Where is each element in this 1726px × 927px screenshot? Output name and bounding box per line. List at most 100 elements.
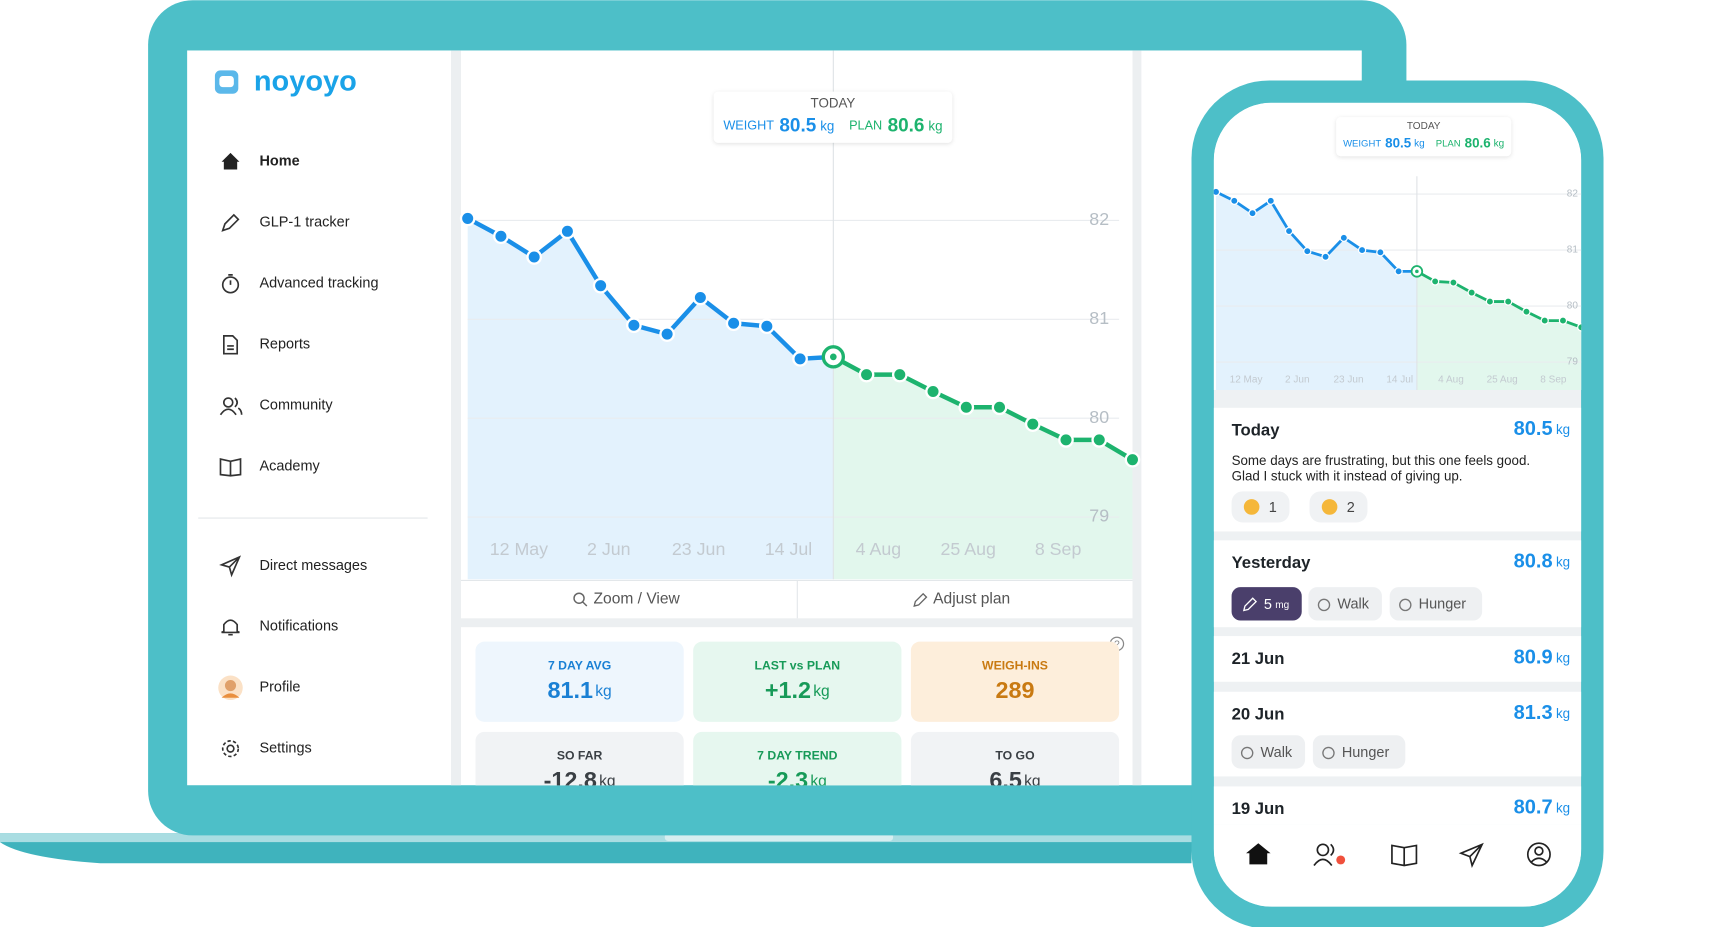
tab-profile[interactable]: [1526, 842, 1551, 867]
logo-icon-face: [219, 75, 234, 88]
stat-unit: kg: [599, 773, 615, 790]
icon-people: [219, 397, 243, 416]
icon-zoom: [581, 601, 588, 607]
weight-label: WEIGHT: [723, 119, 774, 133]
stat-label: WEIGH-INS: [982, 658, 1048, 672]
laptop-hinge: [0, 833, 1192, 843]
laptop-screen: noyoyo Home GLP-1 tracker Advanced tracking…: [187, 50, 1362, 793]
data-point: [1449, 278, 1458, 287]
data-point: [1394, 267, 1403, 276]
data-point: [1091, 432, 1108, 448]
y-tick-label: 81: [1089, 308, 1109, 328]
x-tick-label: 14 Jul: [765, 539, 813, 559]
entry-date: Yesterday: [1232, 553, 1312, 572]
data-point: [1376, 248, 1385, 257]
x-tick-label: 25 Aug: [1487, 375, 1518, 386]
unit: kg: [1556, 554, 1570, 569]
stat-label: 7 DAY AVG: [548, 658, 611, 672]
data-point: [659, 326, 675, 342]
reaction-chip[interactable]: [1231, 491, 1290, 523]
notification-dot: [1336, 855, 1346, 865]
entry-note: Glad I stuck with it instead of giving u…: [1232, 468, 1463, 483]
reaction-emoji: [1243, 499, 1260, 515]
tag-chip[interactable]: [1231, 735, 1306, 769]
data-point: [925, 383, 941, 400]
data-point: [725, 315, 742, 332]
tab-community: [1313, 843, 1335, 867]
tag-chip[interactable]: [1389, 587, 1483, 621]
stat-label: SO FAR: [557, 749, 603, 763]
button-adjust[interactable]: Adjust plan: [933, 590, 1010, 607]
plan-value: 80.6: [1465, 135, 1491, 150]
unit: kg: [1556, 706, 1570, 721]
x-tick-label: 25 Aug: [941, 539, 996, 559]
button-zoom[interactable]: Zoom / View: [594, 590, 681, 607]
icon-gear: [226, 744, 235, 753]
entry-weight: 80.7 kg: [1514, 797, 1570, 819]
y-tick-label: 80: [1089, 407, 1109, 427]
phone-chart: 79 80 81 82 12 May 2 Jun 23 Jun 14 Jul 4 Aug 25 A…: [1213, 117, 1582, 391]
unit: kg: [1414, 138, 1425, 149]
dose: 5 mg: [1264, 597, 1289, 613]
tooltip-values: WEIGHT 80.5 kg PLAN 80.6 kg: [723, 115, 942, 136]
tab-home[interactable]: [1246, 843, 1271, 865]
data-point: [891, 366, 908, 383]
icon-timer: [1240, 746, 1254, 760]
nav-item: Community: [259, 398, 333, 414]
stat-number: -2.3: [768, 767, 808, 793]
data-point: [626, 317, 642, 334]
dose-chip[interactable]: [1231, 587, 1302, 621]
data-point: [692, 289, 709, 306]
tag-chip[interactable]: [1308, 587, 1382, 621]
unit: kg: [1494, 138, 1505, 149]
data-point: [1504, 297, 1513, 306]
weight-value: 80.5: [1514, 418, 1553, 440]
tab-community[interactable]: [1316, 843, 1330, 857]
nav-item: Advanced tracking: [259, 276, 378, 292]
data-point: [493, 228, 509, 245]
data-point: [1124, 451, 1141, 468]
bottom-nav: [1213, 824, 1582, 907]
icon-timer: [228, 274, 233, 285]
reaction-emoji: [1321, 499, 1338, 515]
tab-messages[interactable]: [1458, 842, 1484, 868]
data-point: [1266, 196, 1275, 206]
stat-card: [475, 641, 684, 722]
icon-send: [219, 555, 242, 578]
icon-timer: [1317, 598, 1331, 612]
tag-chip[interactable]: [1312, 735, 1406, 769]
icon-bell: [221, 619, 240, 636]
data-point: [1321, 252, 1330, 261]
x-tick-label: 8 Sep: [1540, 375, 1567, 386]
tooltip: [713, 91, 953, 143]
data-point: [1024, 416, 1041, 432]
nav-item: Profile: [259, 680, 300, 696]
entry-weight: 81.3 kg: [1514, 702, 1570, 724]
stat-card: [693, 731, 902, 786]
x-tick-label: 23 Jun: [672, 539, 725, 559]
y-tick-label: 79: [1567, 357, 1579, 368]
stat-card: [910, 731, 1120, 786]
divider: [450, 50, 462, 786]
stat-unit: kg: [595, 683, 611, 700]
icon-timer: [221, 276, 240, 294]
stat-label: TO GO: [995, 749, 1034, 763]
x-tick-label: 2 Jun: [587, 539, 631, 559]
data-point: [1558, 316, 1568, 325]
data-point: [459, 210, 476, 227]
icon-zoom: [573, 592, 585, 604]
series-area: [1215, 191, 1417, 391]
tab-academy[interactable]: [1391, 844, 1418, 867]
nav-item: Notifications: [259, 619, 338, 635]
dose-unit: mg: [1275, 600, 1289, 611]
divider: [1132, 50, 1142, 786]
stat-card: [693, 641, 902, 722]
today-point-dot: [829, 353, 837, 361]
data-point: [758, 318, 775, 335]
stat-unit: kg: [813, 683, 829, 700]
dose-value: 5: [1264, 597, 1272, 613]
data-point: [1430, 277, 1440, 286]
data-point: [1230, 196, 1239, 206]
stat-number: 81.1: [548, 677, 594, 703]
reaction-chip[interactable]: [1309, 491, 1368, 523]
